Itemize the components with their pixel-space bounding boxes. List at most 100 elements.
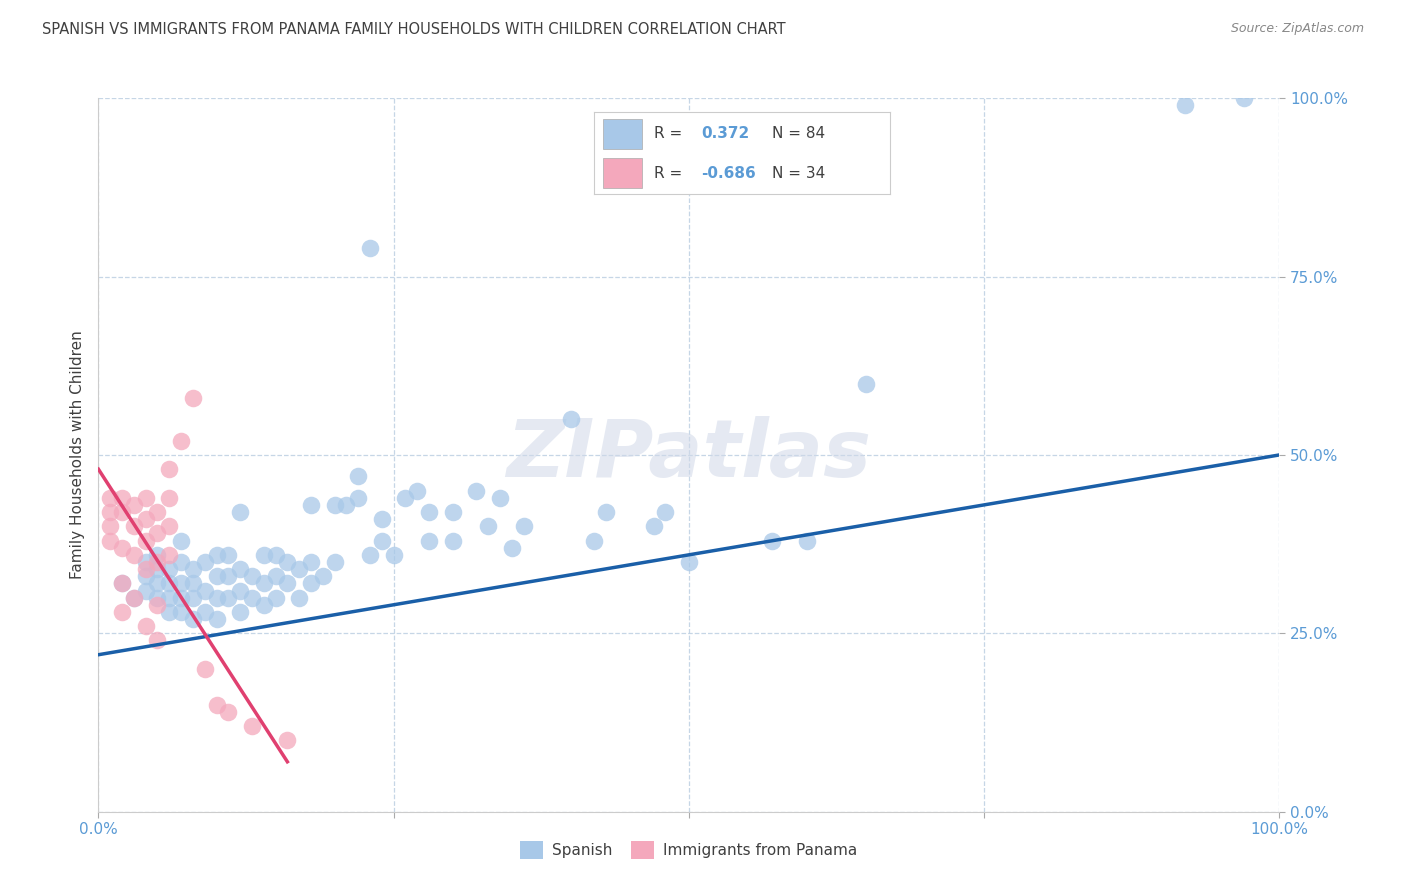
Point xyxy=(122,591,145,605)
Point xyxy=(146,526,169,541)
Point xyxy=(855,376,877,391)
Point xyxy=(205,698,228,712)
Point xyxy=(170,576,193,591)
Point xyxy=(157,491,180,505)
Point xyxy=(194,662,217,676)
Point xyxy=(217,705,239,719)
Point xyxy=(595,505,617,519)
Point xyxy=(98,519,121,533)
Point xyxy=(382,548,405,562)
Point xyxy=(264,569,287,583)
Point xyxy=(146,576,169,591)
Point xyxy=(253,576,276,591)
Point xyxy=(240,569,263,583)
Text: N = 84: N = 84 xyxy=(772,127,825,141)
Point xyxy=(122,548,145,562)
Point xyxy=(465,483,488,498)
Point xyxy=(205,612,228,626)
Point xyxy=(122,498,145,512)
Point xyxy=(229,605,252,619)
Point xyxy=(170,555,193,569)
Point xyxy=(1233,91,1256,105)
Point xyxy=(146,505,169,519)
Point xyxy=(146,633,169,648)
Point xyxy=(359,548,381,562)
Point xyxy=(678,555,700,569)
Point xyxy=(560,412,582,426)
Point xyxy=(111,605,134,619)
Point xyxy=(181,562,204,576)
Point xyxy=(253,598,276,612)
Point xyxy=(441,505,464,519)
Point xyxy=(98,505,121,519)
Point xyxy=(157,591,180,605)
Point xyxy=(181,612,204,626)
Point xyxy=(501,541,523,555)
Point xyxy=(157,576,180,591)
Point xyxy=(135,491,157,505)
Point xyxy=(135,569,157,583)
Point xyxy=(654,505,676,519)
Point xyxy=(205,548,228,562)
Point xyxy=(276,733,298,747)
Point xyxy=(135,583,157,598)
Point xyxy=(194,605,217,619)
Point xyxy=(157,519,180,533)
Point xyxy=(217,548,239,562)
Point xyxy=(796,533,818,548)
Point xyxy=(240,719,263,733)
Point xyxy=(418,533,440,548)
Point xyxy=(276,555,298,569)
Point xyxy=(359,241,381,255)
Point xyxy=(477,519,499,533)
Point xyxy=(157,462,180,476)
Point xyxy=(229,505,252,519)
Y-axis label: Family Households with Children: Family Households with Children xyxy=(69,331,84,579)
Point xyxy=(441,533,464,548)
Point xyxy=(335,498,357,512)
Point xyxy=(643,519,665,533)
Point xyxy=(181,591,204,605)
Point xyxy=(111,576,134,591)
Point xyxy=(135,533,157,548)
Legend: Spanish, Immigrants from Panama: Spanish, Immigrants from Panama xyxy=(515,835,863,864)
Point xyxy=(111,576,134,591)
Point xyxy=(406,483,429,498)
Point xyxy=(135,512,157,526)
Point xyxy=(194,555,217,569)
Point xyxy=(181,391,204,405)
Point xyxy=(347,469,370,483)
Point xyxy=(312,569,335,583)
Text: R =: R = xyxy=(654,166,686,180)
Point xyxy=(98,533,121,548)
Text: ZIPatlas: ZIPatlas xyxy=(506,416,872,494)
Point xyxy=(157,548,180,562)
Point xyxy=(371,512,394,526)
Point xyxy=(146,548,169,562)
Point xyxy=(111,505,134,519)
Point xyxy=(205,591,228,605)
Point xyxy=(229,562,252,576)
Point xyxy=(489,491,512,505)
Point xyxy=(371,533,394,548)
Point xyxy=(418,505,440,519)
Point xyxy=(299,555,322,569)
Point xyxy=(299,576,322,591)
Point xyxy=(288,591,311,605)
Point xyxy=(122,591,145,605)
Point xyxy=(217,591,239,605)
Point xyxy=(170,434,193,448)
Point xyxy=(170,591,193,605)
Point xyxy=(194,583,217,598)
Point xyxy=(394,491,416,505)
Point xyxy=(181,576,204,591)
Point xyxy=(240,591,263,605)
Text: Source: ZipAtlas.com: Source: ZipAtlas.com xyxy=(1230,22,1364,36)
Text: -0.686: -0.686 xyxy=(700,166,755,180)
Text: SPANISH VS IMMIGRANTS FROM PANAMA FAMILY HOUSEHOLDS WITH CHILDREN CORRELATION CH: SPANISH VS IMMIGRANTS FROM PANAMA FAMILY… xyxy=(42,22,786,37)
Point xyxy=(157,605,180,619)
Point xyxy=(347,491,370,505)
Point xyxy=(264,548,287,562)
Point xyxy=(146,591,169,605)
Point xyxy=(1174,98,1197,112)
